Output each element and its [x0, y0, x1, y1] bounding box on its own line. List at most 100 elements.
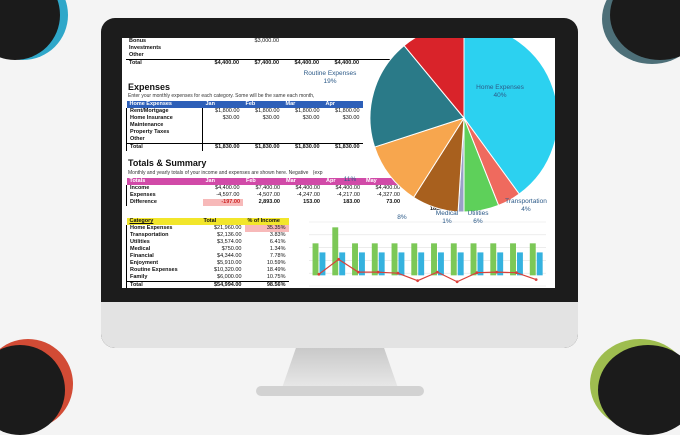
totals-cell[interactable]: $4,400.00 [335, 185, 360, 191]
expenses-row-label[interactable]: Other [126, 136, 203, 144]
summary-header-cell[interactable]: Total [200, 218, 245, 225]
expenses-cell[interactable]: $30.00 [222, 115, 240, 121]
summary-total-cell[interactable]: $5,910.00 [217, 260, 242, 266]
expenses-cell[interactable] [203, 129, 243, 136]
summary-pct-cell[interactable]: 98.56% [244, 281, 289, 288]
expenses-cell[interactable]: $1,830.00 [202, 143, 243, 151]
summary-pct-cell[interactable]: 10.59% [266, 260, 286, 266]
summary-pct-cell[interactable]: 10.75% [266, 274, 286, 280]
expenses-header-cell[interactable]: Feb [242, 101, 283, 108]
totals-row-label[interactable]: Expenses [126, 192, 203, 199]
summary-pct-cell[interactable]: 18.49% [266, 267, 286, 273]
expenses-cell[interactable]: $1,800.00 [215, 108, 240, 114]
income-cell[interactable] [202, 38, 242, 45]
expenses-cell[interactable] [243, 136, 283, 144]
summary-row-label[interactable]: Routine Expenses [126, 267, 201, 274]
expenses-cell[interactable] [243, 129, 283, 136]
summary-total-cell[interactable]: $10,320.00 [213, 267, 242, 273]
income-row-label[interactable]: Other [129, 52, 144, 58]
income-row-label[interactable]: Bonus [129, 38, 147, 44]
totals-cell[interactable]: 153.00 [303, 199, 320, 205]
income-cell[interactable] [242, 45, 282, 52]
totals-cell[interactable]: $4,400.00 [375, 185, 400, 191]
summary-row-label[interactable]: Financial [126, 253, 201, 260]
income-cell[interactable]: $4,400.00 [322, 59, 362, 67]
expenses-cell[interactable]: $1,830.00 [242, 143, 283, 151]
summary-row-label[interactable]: Total [126, 281, 201, 288]
income-cell[interactable]: $4,400.00 [202, 59, 242, 67]
totals-table[interactable]: Totals Jan Feb Mar Apr May Income $4,400.00 $7,4… [126, 178, 404, 206]
summary-total-cell[interactable]: $6,000.00 [217, 274, 242, 280]
expenses-cell[interactable] [243, 122, 283, 129]
expenses-row-label[interactable]: Home Insurance [126, 115, 203, 122]
summary-total-cell[interactable]: $4,344.00 [217, 253, 242, 259]
expenses-cell[interactable] [203, 136, 243, 144]
summary-header-cell[interactable]: Category [126, 218, 201, 225]
totals-header-cell[interactable]: Apr [323, 178, 363, 185]
summary-header-cell[interactable]: % of Income [244, 218, 289, 225]
expenses-cell[interactable]: $1,830.00 [322, 143, 363, 151]
expenses-cell[interactable]: $30.00 [302, 115, 320, 121]
summary-pct-cell[interactable]: 1.34% [269, 246, 286, 252]
totals-cell[interactable]: -197.00 [202, 199, 243, 206]
expenses-row-label[interactable]: Maintenance [126, 122, 203, 129]
totals-cell[interactable]: 2,893.00 [258, 199, 280, 205]
income-cell[interactable]: $7,400.00 [242, 59, 282, 67]
summary-total-cell[interactable]: $54,994.00 [200, 281, 245, 288]
totals-header-cell[interactable]: Mar [283, 178, 323, 185]
expenses-row-label[interactable]: Rent/Mortgage [126, 108, 203, 115]
expenses-cell[interactable]: $1,800.00 [335, 108, 360, 114]
expenses-table[interactable]: Home Expenses Jan Feb Mar Apr Rent/Mortgage $1… [126, 101, 363, 151]
expenses-header-cell[interactable]: Mar [282, 101, 323, 108]
totals-cell[interactable]: -4,217.00 [336, 192, 360, 198]
summary-row-label[interactable]: Transportation [126, 232, 201, 239]
expenses-cell[interactable]: $30.00 [342, 115, 360, 121]
expenses-cell[interactable]: $30.00 [262, 115, 280, 121]
totals-cell[interactable]: -4,327.00 [376, 192, 400, 198]
income-cell[interactable] [202, 52, 242, 60]
expenses-header-cell[interactable]: Jan [202, 101, 243, 108]
expenses-cell[interactable]: $1,800.00 [295, 108, 320, 114]
income-cell[interactable]: $4,400.00 [282, 59, 322, 67]
totals-cell[interactable]: $7,400.00 [255, 185, 280, 191]
totals-header-cell[interactable]: Jan [202, 178, 243, 185]
summary-row-label[interactable]: Medical [126, 246, 201, 253]
income-cell[interactable] [282, 38, 322, 45]
income-row-label[interactable]: Investments [129, 45, 162, 51]
summary-pct-cell[interactable]: 3.83% [269, 232, 286, 238]
income-cell[interactable] [202, 45, 242, 52]
expenses-cell[interactable] [283, 129, 323, 136]
expenses-row-label[interactable]: Total [126, 143, 203, 151]
summary-pct-cell[interactable]: 7.78% [269, 253, 286, 259]
expenses-header-cell[interactable]: Home Expenses [126, 101, 203, 108]
summary-total-cell[interactable]: $3,574.00 [217, 239, 242, 245]
income-cell[interactable] [282, 45, 322, 52]
summary-pct-cell[interactable]: 6.41% [269, 239, 286, 245]
totals-header-cell[interactable]: Feb [243, 178, 283, 185]
totals-cell[interactable]: -4,507.00 [256, 192, 280, 198]
expenses-cell[interactable]: $1,830.00 [282, 143, 323, 151]
totals-row-label[interactable]: Difference [126, 199, 203, 206]
totals-cell[interactable]: 183.00 [343, 199, 360, 205]
expenses-row-label[interactable]: Property Taxes [126, 129, 203, 136]
totals-header-cell[interactable]: Totals [126, 178, 203, 185]
totals-row-label[interactable]: Income [126, 185, 203, 192]
expenses-cell[interactable] [203, 122, 243, 129]
summary-total-cell[interactable]: $2,136.00 [217, 232, 242, 238]
expenses-header-cell[interactable]: Apr [322, 101, 363, 108]
income-cell[interactable] [242, 52, 282, 60]
summary-row-label[interactable]: Home Expenses [126, 225, 201, 232]
income-cell[interactable]: $3,000.00 [254, 38, 279, 44]
income-row-label[interactable]: Total [126, 59, 202, 67]
summary-total-cell[interactable]: $750.00 [221, 246, 242, 252]
totals-cell[interactable]: $4,400.00 [215, 185, 240, 191]
expenses-cell[interactable] [283, 136, 323, 144]
expenses-cell[interactable] [283, 122, 323, 129]
totals-header-cell[interactable]: May [363, 178, 403, 185]
summary-row-label[interactable]: Enjoyment [126, 260, 201, 267]
summary-pct-cell[interactable]: 35.35% [244, 225, 289, 232]
totals-cell[interactable]: -4,247.00 [296, 192, 320, 198]
expenses-cell[interactable]: $1,800.00 [255, 108, 280, 114]
summary-total-cell[interactable]: $21,960.00 [213, 225, 242, 231]
income-cell[interactable] [282, 52, 322, 60]
